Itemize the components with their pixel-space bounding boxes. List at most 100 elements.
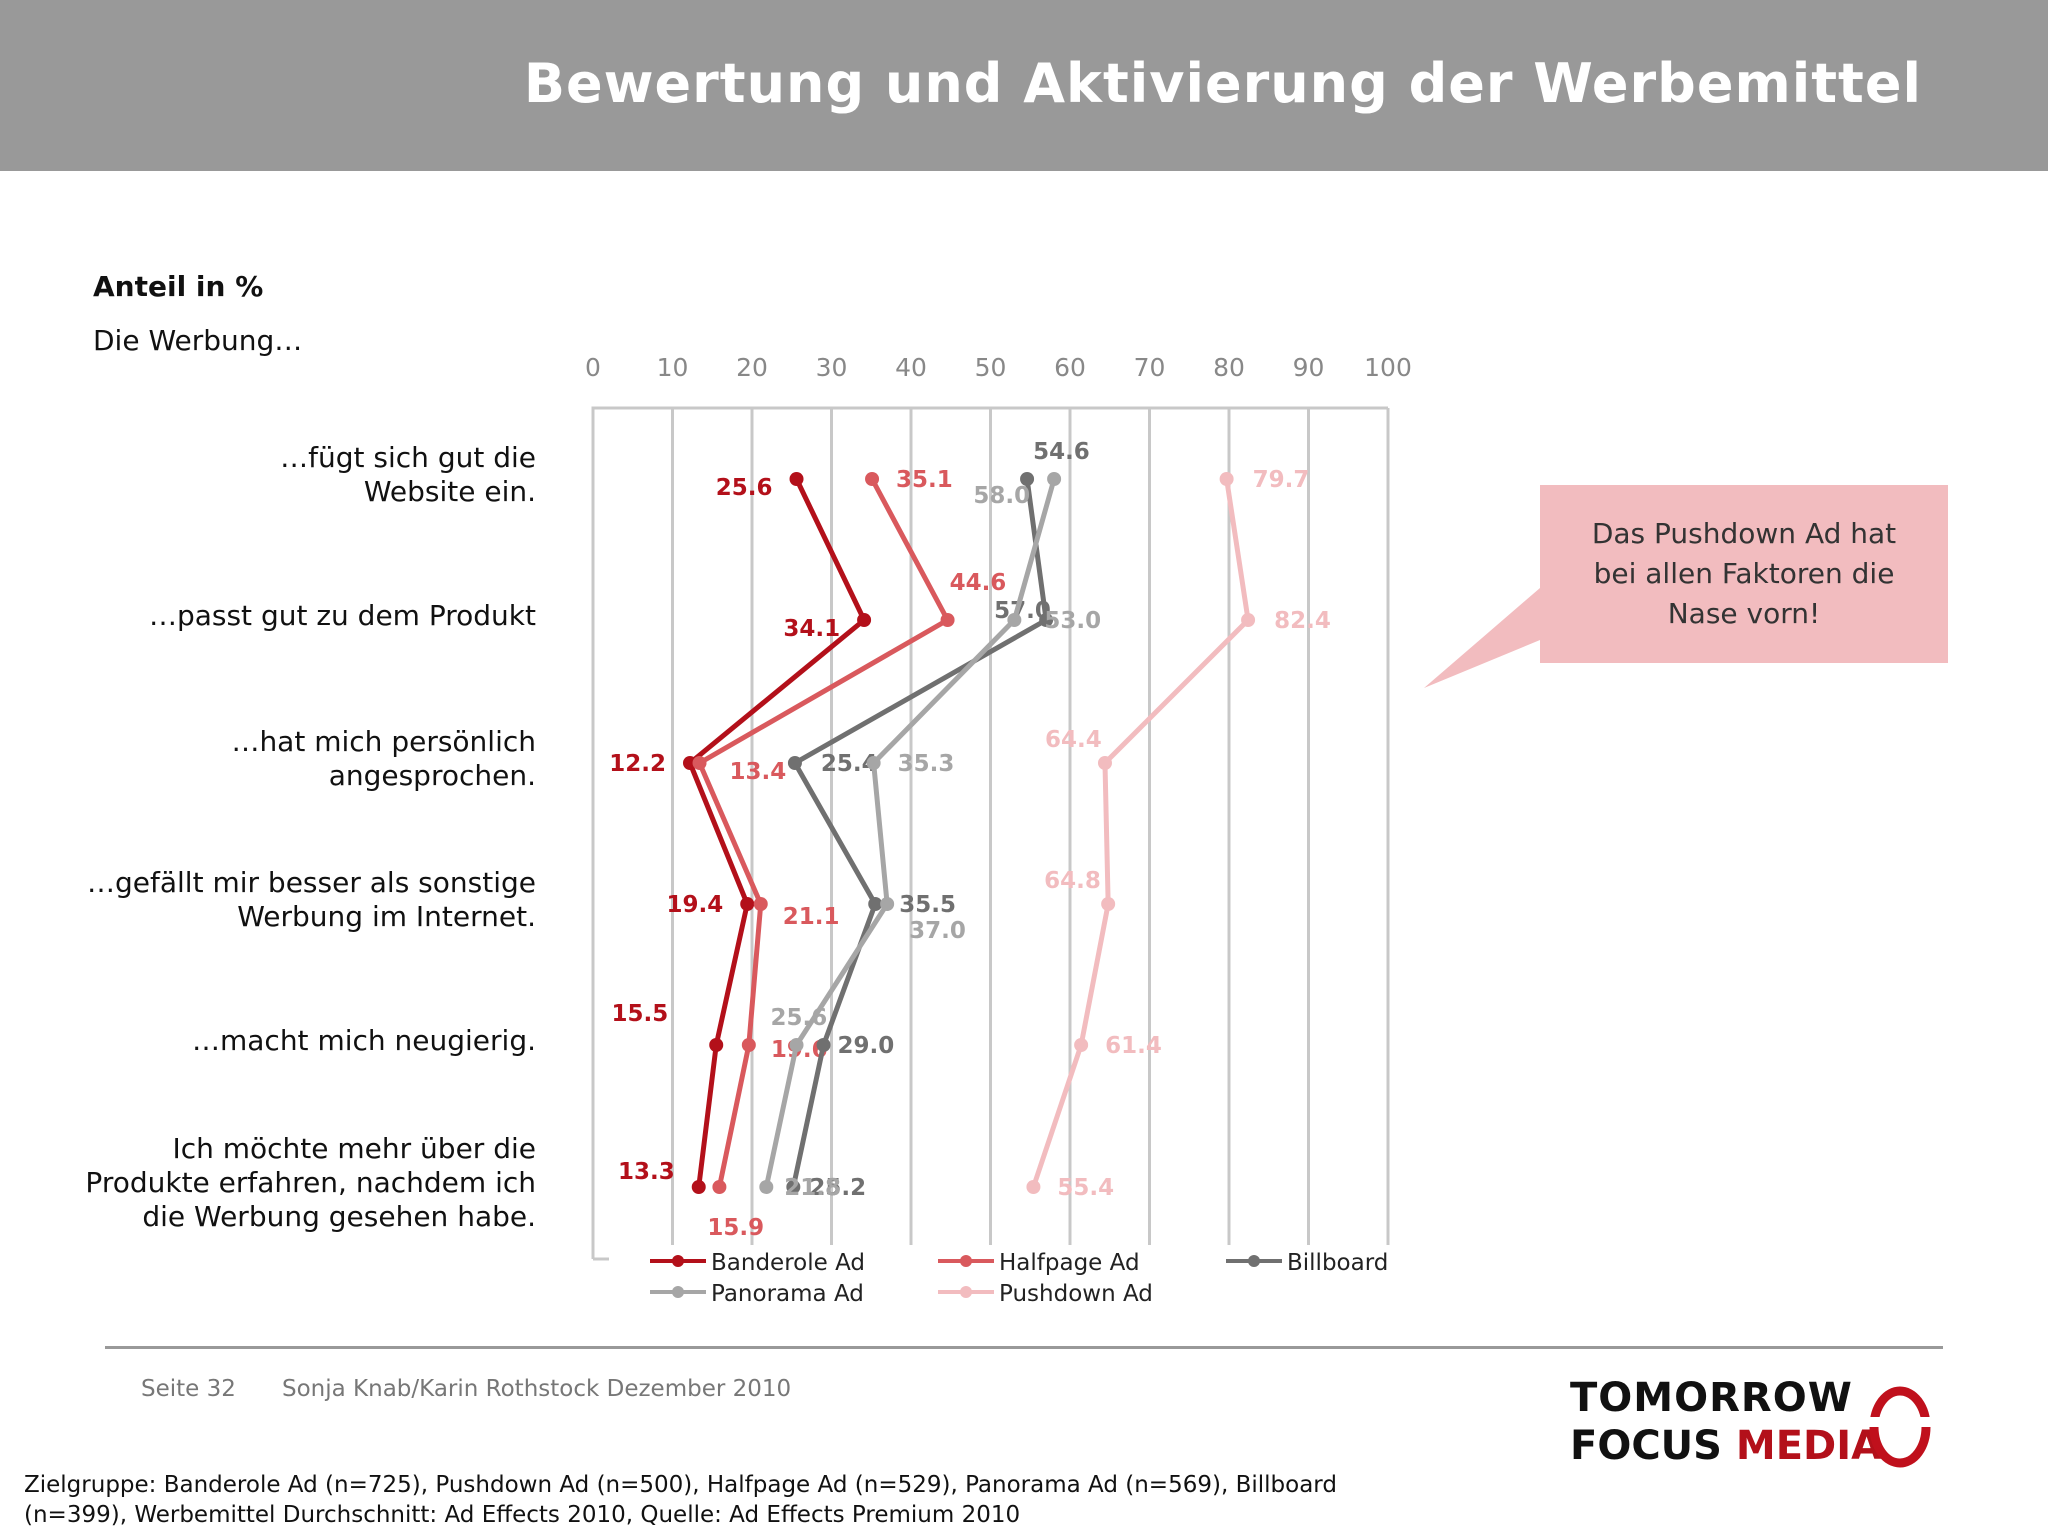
x-tick-label: 0 — [585, 353, 601, 382]
data-label: 25.6 — [716, 475, 773, 501]
legend-label: Billboard — [1287, 1250, 1388, 1276]
callout-box — [1540, 485, 1948, 663]
plot-frame — [591, 406, 1388, 1259]
category-label: …macht mich neugierig. — [0, 1024, 536, 1058]
data-point — [691, 1180, 706, 1194]
series-line — [687, 477, 867, 1188]
category-label-line: …passt gut zu dem Produkt — [148, 599, 536, 632]
callout-line: Nase vorn! — [1667, 597, 1821, 630]
category-label-line: Produkte erfahren, nachdem ich — [85, 1166, 536, 1199]
page-title: Bewertung und Aktivierung der Werbemitte… — [523, 52, 1922, 115]
x-tick-label: 100 — [1364, 353, 1412, 382]
logo-text: FOCUS MEDIA — [1570, 1423, 1883, 1469]
data-point — [940, 613, 955, 627]
subtitle: Die Werbung… — [93, 324, 303, 357]
series-line — [697, 477, 951, 1188]
source-note: Zielgruppe: Banderole Ad (n=725), Pushdo… — [24, 1472, 1337, 1528]
callout-pointer — [1424, 588, 1540, 688]
data-label: 55.4 — [1057, 1175, 1114, 1201]
x-tick-label: 20 — [736, 353, 768, 382]
data-point — [1026, 1180, 1041, 1194]
data-label: 79.7 — [1253, 467, 1310, 493]
data-point — [789, 1038, 804, 1052]
data-label: 15.9 — [707, 1215, 764, 1241]
data-label: 82.4 — [1274, 608, 1331, 634]
data-point — [1047, 472, 1062, 486]
category-label: …hat mich persönlich angesprochen. — [0, 725, 536, 793]
unit-label: Anteil in % — [93, 270, 264, 303]
logo-ring-icon — [1860, 1386, 1940, 1468]
data-point — [857, 613, 872, 627]
header-bar: Bewertung und Aktivierung der Werbemitte… — [0, 0, 2048, 171]
callout-line: Das Pushdown Ad hat — [1591, 517, 1897, 550]
legend-swatch-dot — [672, 1286, 684, 1298]
data-label: 34.1 — [783, 616, 840, 642]
category-label-line: die Werbung gesehen habe. — [142, 1200, 536, 1233]
callout-text: Das Pushdown Ad hat bei allen Faktoren d… — [1540, 514, 1948, 634]
category-label-line: …macht mich neugierig. — [191, 1024, 536, 1057]
series-line — [763, 478, 1057, 1188]
x-tick-label: 80 — [1213, 353, 1245, 382]
logo-text: TOMORROW — [1570, 1375, 1853, 1421]
data-point — [759, 1180, 774, 1194]
category-label: …fügt sich gut die Website ein. — [0, 441, 536, 509]
data-label: 35.5 — [899, 892, 956, 918]
data-point — [1007, 613, 1022, 627]
x-tick-label: 90 — [1293, 353, 1325, 382]
data-point — [1101, 897, 1116, 911]
series-line — [790, 478, 1049, 1188]
data-point — [787, 756, 802, 770]
data-label: 19.4 — [666, 892, 723, 918]
category-label: …passt gut zu dem Produkt — [0, 599, 536, 633]
data-point — [712, 1180, 727, 1194]
data-label: 44.6 — [950, 570, 1007, 596]
data-label: 25.2 — [809, 1175, 866, 1201]
footer-author: Sonja Knab/Karin Rothstock Dezember 2010 — [282, 1376, 792, 1402]
data-label: 64.4 — [1045, 727, 1102, 753]
legend-swatch-dot — [672, 1255, 684, 1267]
data-label: 61.4 — [1105, 1033, 1162, 1059]
data-label: 21.1 — [783, 904, 840, 930]
data-point — [740, 897, 755, 911]
page-number: Seite 32 — [141, 1376, 236, 1402]
category-label-line: …fügt sich gut die — [280, 441, 536, 474]
data-label: 12.2 — [609, 751, 666, 777]
data-point — [753, 897, 768, 911]
data-label: 35.1 — [896, 467, 953, 493]
category-label-line: Werbung im Internet. — [237, 900, 536, 933]
data-point — [786, 1180, 801, 1194]
data-point — [692, 756, 707, 770]
data-label: 13.3 — [618, 1159, 675, 1185]
data-point — [741, 1038, 756, 1052]
data-label: 21.8 — [784, 1175, 841, 1201]
line-chart: 0 10 20 30 40 50 60 70 80 90 100 25.6 34.1 12.2 19.4 15… — [585, 353, 1948, 1307]
data-label: 37.0 — [909, 918, 966, 944]
data-point — [789, 472, 804, 486]
company-logo: TOMORROW FOCUS MEDIA — [1568, 1375, 1948, 1475]
data-point — [1039, 613, 1054, 627]
category-label: …gefällt mir besser als sonstige Werbung … — [0, 866, 536, 934]
data-label: 57.0 — [994, 598, 1051, 624]
data-point — [866, 756, 881, 770]
data-point — [1241, 613, 1256, 627]
category-label-line: …hat mich persönlich — [231, 725, 536, 758]
x-tick-label: 30 — [816, 353, 848, 382]
legend-label: Banderole Ad — [711, 1250, 865, 1276]
data-point — [1219, 472, 1234, 486]
x-tick-label: 70 — [1134, 353, 1166, 382]
data-point — [816, 1038, 831, 1052]
data-label: 15.5 — [611, 1001, 668, 1027]
x-tick-label: 10 — [657, 353, 689, 382]
category-label-line: angesprochen. — [328, 759, 536, 792]
legend-swatch-dot — [1248, 1255, 1260, 1267]
data-label: 54.6 — [1033, 439, 1090, 465]
series-line — [1031, 478, 1251, 1188]
data-label: 58.0 — [973, 483, 1030, 509]
x-tick-label: 50 — [975, 353, 1007, 382]
data-label: 25.6 — [771, 1005, 828, 1031]
data-point — [880, 897, 895, 911]
x-tick-label: 60 — [1054, 353, 1086, 382]
legend-swatch-dot — [960, 1286, 972, 1298]
data-point — [1074, 1038, 1089, 1052]
callout-line: bei allen Faktoren die — [1593, 557, 1895, 590]
